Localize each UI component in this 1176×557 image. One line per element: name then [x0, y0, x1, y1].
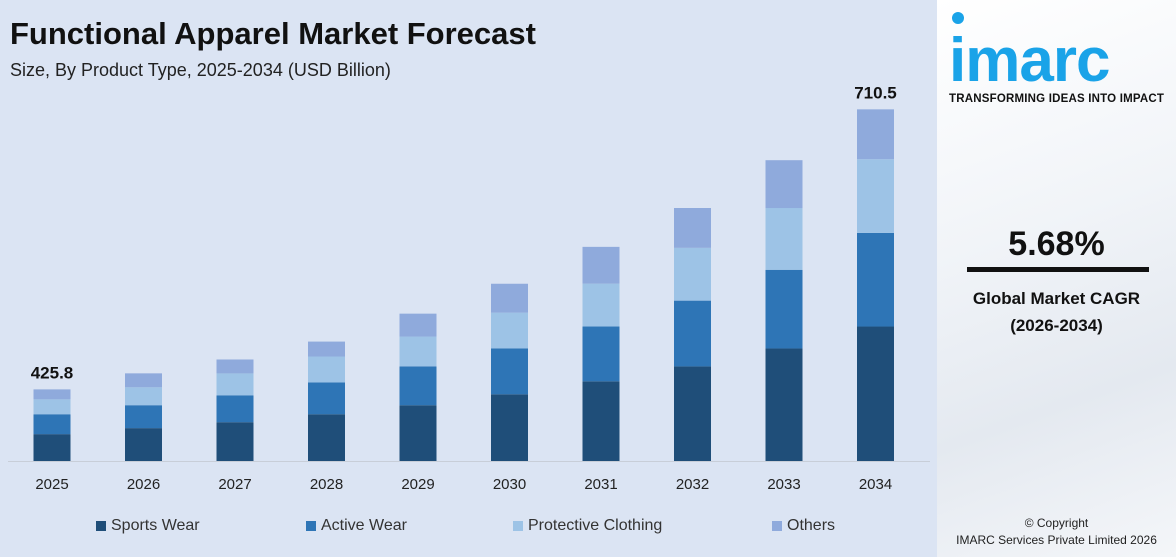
chart-subtitle: Size, By Product Type, 2025-2034 (USD Bi… — [10, 60, 391, 80]
x-tick-label: 2029 — [401, 476, 434, 493]
legend-label: Protective Clothing — [528, 517, 663, 534]
bar-segment-active-wear-2029 — [399, 366, 437, 406]
legend-swatch — [772, 521, 782, 531]
bar-segment-others-2034 — [857, 109, 894, 160]
bar-segment-sports-wear-2026 — [125, 428, 162, 461]
cagr-label: Global Market CAGR — [972, 289, 1141, 308]
bar-segment-others-2030 — [491, 283, 528, 313]
bar-segment-others-2027 — [216, 359, 254, 374]
bar-segment-protective-clothing-2031 — [582, 283, 620, 327]
data-label-2025: 425.8 — [31, 363, 74, 382]
x-tick-label: 2027 — [218, 476, 251, 493]
legend-label: Active Wear — [321, 517, 407, 534]
bar-segment-others-2029 — [399, 313, 437, 337]
info-panel: imarc TRANSFORMING IDEAS INTO IMPACT 5.6… — [937, 0, 1176, 557]
bar-segment-sports-wear-2029 — [399, 405, 437, 461]
bar-segment-sports-wear-2025 — [33, 434, 71, 461]
chart-title: Functional Apparel Market Forecast — [10, 16, 536, 51]
bar-segment-others-2031 — [582, 246, 620, 284]
bar-segment-active-wear-2027 — [216, 395, 254, 423]
cagr-period: (2026-2034) — [1010, 316, 1103, 335]
bar-segment-active-wear-2025 — [33, 414, 71, 435]
legend-swatch — [306, 521, 316, 531]
bar-segment-active-wear-2034 — [857, 232, 894, 327]
x-tick-label: 2031 — [584, 476, 617, 493]
bar-segment-protective-clothing-2032 — [674, 247, 711, 301]
bar-segment-others-2025 — [33, 389, 71, 400]
legend-item-active-wear: Active Wear — [306, 517, 407, 535]
bar-segment-others-2032 — [674, 208, 711, 248]
bar-segment-active-wear-2033 — [765, 269, 803, 349]
bar-segment-sports-wear-2033 — [765, 348, 803, 461]
bar-segment-protective-clothing-2030 — [491, 312, 528, 349]
imarc-logo: imarc — [949, 26, 1110, 95]
bar-segment-sports-wear-2034 — [857, 326, 894, 461]
copyright-block: © Copyright IMARC Services Private Limit… — [937, 515, 1176, 549]
legend-label: Sports Wear — [111, 517, 200, 534]
x-tick-label: 2028 — [310, 476, 343, 493]
copyright: © Copyright — [1024, 516, 1089, 530]
bar-segment-sports-wear-2031 — [582, 381, 620, 461]
bar-segment-sports-wear-2030 — [491, 394, 528, 461]
bar-segment-protective-clothing-2027 — [216, 373, 254, 396]
bar-segment-protective-clothing-2029 — [399, 336, 437, 367]
bar-segment-protective-clothing-2025 — [33, 399, 71, 415]
legend-item-sports-wear: Sports Wear — [96, 517, 200, 535]
bar-segment-active-wear-2030 — [491, 348, 528, 395]
legend: Sports Wear Active Wear Protective Clothin… — [0, 517, 937, 537]
legend-label: Others — [787, 517, 836, 534]
bar-segment-sports-wear-2032 — [674, 366, 711, 461]
legend-item-others: Others — [772, 517, 835, 535]
legend-item-protective-clothing: Protective Clothing — [513, 517, 662, 535]
bar-segment-active-wear-2028 — [308, 382, 345, 415]
bar-segment-others-2028 — [308, 341, 345, 357]
bar-segment-protective-clothing-2033 — [765, 208, 803, 270]
x-tick-label: 2032 — [676, 476, 709, 493]
x-tick-label: 2033 — [767, 476, 800, 493]
logo-dot — [952, 12, 964, 24]
x-tick-label: 2034 — [859, 476, 892, 493]
x-tick-label: 2030 — [493, 476, 526, 493]
cagr-value: 5.68% — [1008, 225, 1105, 263]
bar-segment-active-wear-2026 — [125, 405, 162, 429]
bar-segment-protective-clothing-2026 — [125, 387, 162, 406]
bar-segment-active-wear-2032 — [674, 300, 711, 367]
cagr-label-block: Global Market CAGR (2026-2034) — [937, 285, 1176, 339]
stacked-bar-chart: 2025 425.8 2026 2027 2028 2029 2030 2031 2032 203… — [8, 83, 930, 493]
bar-segment-sports-wear-2028 — [308, 414, 345, 461]
bar-segment-protective-clothing-2028 — [308, 356, 345, 383]
bar-segment-protective-clothing-2034 — [857, 159, 894, 233]
data-label-2034: 710.5 — [854, 83, 897, 102]
chart-panel: Functional Apparel Market Forecast Size,… — [0, 16, 937, 537]
bar-segment-sports-wear-2027 — [216, 422, 254, 461]
company-name: IMARC Services Private Limited 2026 — [956, 533, 1157, 547]
legend-swatch — [96, 521, 106, 531]
legend-swatch — [513, 521, 523, 531]
x-tick-label: 2025 — [35, 476, 68, 493]
bar-segment-others-2033 — [765, 160, 803, 209]
cagr-divider — [967, 267, 1149, 272]
tagline: TRANSFORMING IDEAS INTO IMPACT — [949, 93, 1165, 105]
bar-segment-others-2026 — [125, 373, 162, 388]
x-tick-label: 2026 — [127, 476, 160, 493]
bar-segment-active-wear-2031 — [582, 326, 620, 382]
